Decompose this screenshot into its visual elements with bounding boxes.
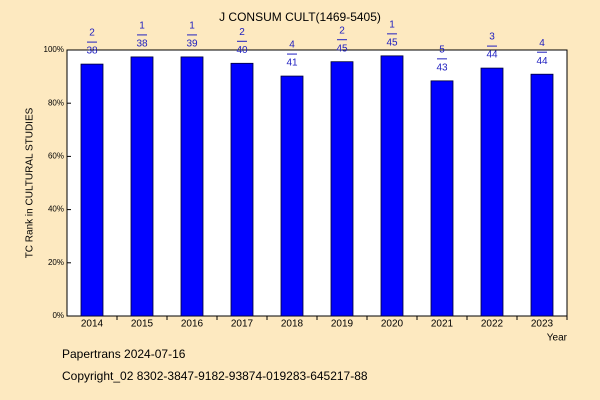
bar [80,63,104,317]
total-label: 44 [536,56,548,67]
total-label: 45 [386,37,398,48]
total-label: 38 [86,46,98,57]
x-axis-label: Year [547,333,568,344]
total-label: 39 [186,39,198,50]
rank-label: 3 [489,32,495,43]
x-tick-label: 2018 [281,319,304,330]
y-tick-label: 0% [52,311,64,320]
x-tick-label: 2017 [231,319,254,330]
rank-label: 5 [439,44,445,55]
bar [230,62,254,317]
bar [380,55,404,317]
rank-label: 4 [289,40,295,51]
total-label: 41 [286,58,298,69]
x-tick-label: 2022 [481,319,504,330]
bar [180,56,204,317]
x-tick-label: 2021 [431,319,454,330]
x-tick-label: 2019 [331,319,354,330]
bar [130,56,154,317]
bar [530,73,554,317]
y-axis-label: TC Rank in CULTURAL STUDIES [25,107,36,258]
rank-label: 1 [139,21,145,32]
y-tick-label: 100% [44,45,64,54]
rank-label: 2 [89,28,95,39]
total-label: 40 [236,45,248,56]
x-tick-label: 2020 [381,319,404,330]
y-tick-label: 60% [48,152,64,161]
footer-copyright: Copyright_02 8302-3847-9182-93874-019283… [62,369,368,383]
rank-label: 1 [389,19,395,30]
total-label: 44 [486,50,498,61]
x-tick-label: 2016 [181,319,204,330]
chart-title: J CONSUM CULT(1469-5405) [219,10,381,24]
bar [430,80,454,317]
y-tick-label: 20% [48,258,64,267]
rank-label: 1 [189,21,195,32]
total-label: 38 [136,39,148,50]
x-tick-label: 2023 [531,319,554,330]
y-tick-label: 40% [48,205,64,214]
total-label: 43 [436,62,448,73]
rank-label: 2 [239,27,245,38]
y-tick-label: 80% [48,98,64,107]
x-tick-label: 2014 [81,319,104,330]
bar [280,75,304,317]
rank-label: 4 [539,38,545,49]
rank-label: 2 [339,25,345,36]
bar [330,61,354,317]
total-label: 45 [336,43,348,54]
x-tick-label: 2015 [131,319,154,330]
footer-date: Papertrans 2024-07-16 [62,347,186,361]
bar [480,67,504,317]
